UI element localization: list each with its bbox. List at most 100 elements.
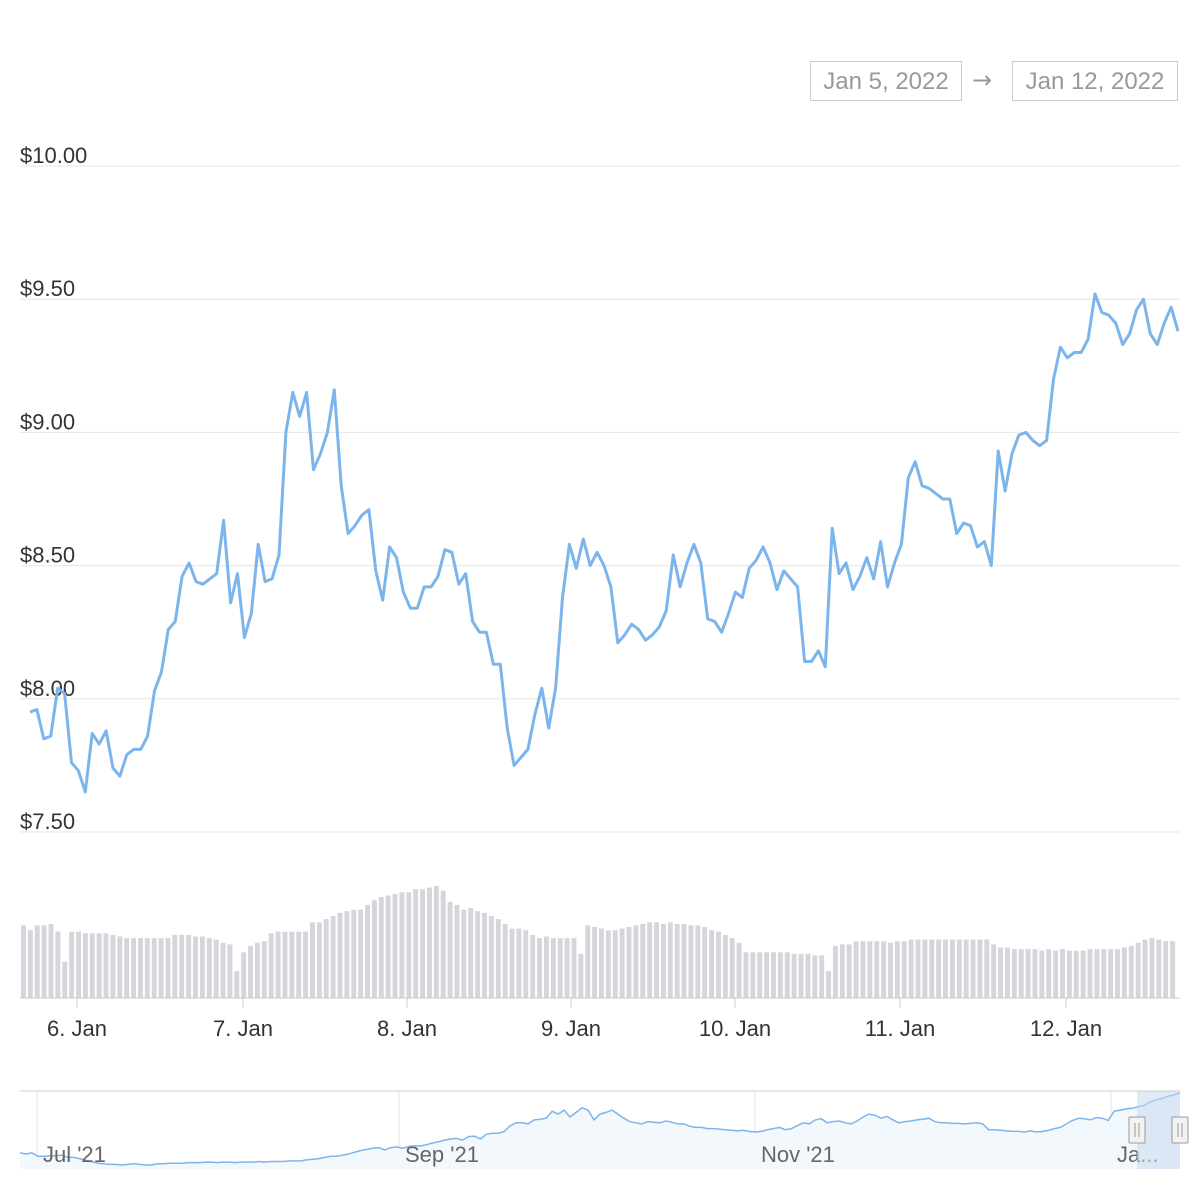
volume-bar [378,897,384,998]
y-tick-label: $8.00 [20,676,75,701]
range-from-input[interactable]: Jan 5, 2022 [810,61,962,101]
volume-bar [888,942,893,998]
volume-bar [199,936,205,998]
volume-bar [461,909,467,998]
volume-bar [124,938,130,998]
volume-bar [578,953,584,998]
volume-bar [970,939,976,998]
volume-bar [667,922,673,998]
volume-bar [344,911,350,998]
y-tick-label: $7.50 [20,809,75,834]
volume-bar [76,931,81,998]
volume-bar [1011,949,1017,998]
navigator-area [20,1092,1180,1169]
price-series-line [29,292,1180,794]
x-axis: 6. Jan 7. Jan 8. Jan 9. Jan 10. Jan 11. Jan 12… [47,998,1102,1041]
volume-bar [151,938,157,998]
volume-bar [234,971,240,998]
volume-bar [832,945,838,998]
volume-bar [34,925,40,998]
x-tick-label: 7. Jan [213,1016,273,1041]
volume-bar [867,941,873,998]
volume-bar [1046,949,1052,998]
volume-bar [812,955,818,998]
volume-bar [901,941,907,998]
volume-bar [688,925,694,998]
volume-bar [599,928,604,998]
volume-bar [316,922,322,998]
volume-bar [131,938,137,998]
volume-bar [1018,949,1024,998]
volume-bar [351,909,357,998]
volume-bar [564,938,570,998]
volume-bar [1101,949,1107,998]
volume-bar [750,952,756,998]
volume-bar [158,938,164,998]
volume-bar [392,893,398,998]
volume-bar [626,927,632,998]
volume-bar [282,931,288,998]
volume-bar [543,936,549,998]
volume-bar [186,934,192,998]
volume-bar [89,933,95,998]
volume-bar [846,944,852,998]
x-tick-label: 12. Jan [1030,1016,1102,1041]
volume-bar [1004,947,1010,998]
volume-bar [915,939,921,998]
volume-bar [977,939,983,998]
range-to-input[interactable]: Jan 12, 2022 [1012,61,1178,101]
navigator-left-handle[interactable] [1128,1116,1146,1144]
y-tick-label: $10.00 [20,143,87,168]
volume-bar [585,925,591,998]
volume-bar [1094,949,1100,998]
volume-bar [310,922,315,998]
volume-bar [413,889,419,998]
volume-bar [956,939,962,998]
volume-bar [1121,947,1127,998]
volume-bar [839,944,845,998]
volume-bar [736,942,742,998]
volume-bar [213,939,219,998]
volume-bar [640,923,646,998]
x-tick-label: 11. Jan [865,1016,936,1041]
volume-bar [337,912,343,998]
volume-bar [27,930,33,998]
volume-bar [117,936,123,998]
volume-bar [475,911,481,998]
volume-bar [433,886,439,998]
volume-bar [1108,949,1114,998]
volume-bar [853,941,859,998]
volume-bar [729,938,735,998]
navigator-right-handle[interactable] [1171,1116,1189,1144]
volume-bar [819,955,825,998]
volume-bar [193,936,198,998]
volume-bar [406,892,412,998]
x-tick-label: 6. Jan [47,1016,107,1041]
volume-bar [220,942,226,998]
volume-bar [426,887,432,998]
volume-bar [502,923,508,998]
volume-bar [929,939,935,998]
volume-bar [358,909,364,998]
volume-bar [550,938,556,998]
volume-bar [41,925,47,998]
volume-bar [908,939,914,998]
volume-bar [1156,939,1162,998]
volume-bar [743,952,749,998]
volume-bar [254,942,260,998]
volume-bar [420,889,426,998]
volume-bar [371,900,377,998]
volume-bar [881,941,887,998]
volume-bar [605,930,611,998]
volume-bar [523,930,529,998]
volume-bar [103,933,109,998]
volume-bar [509,928,515,998]
volume-bar [922,939,928,998]
volume-bar [227,944,233,998]
volume-bar [468,908,474,998]
volume-bar [894,941,900,998]
volume-bar [1032,949,1038,998]
volume-bar [516,928,522,998]
volume-bar [715,931,721,998]
